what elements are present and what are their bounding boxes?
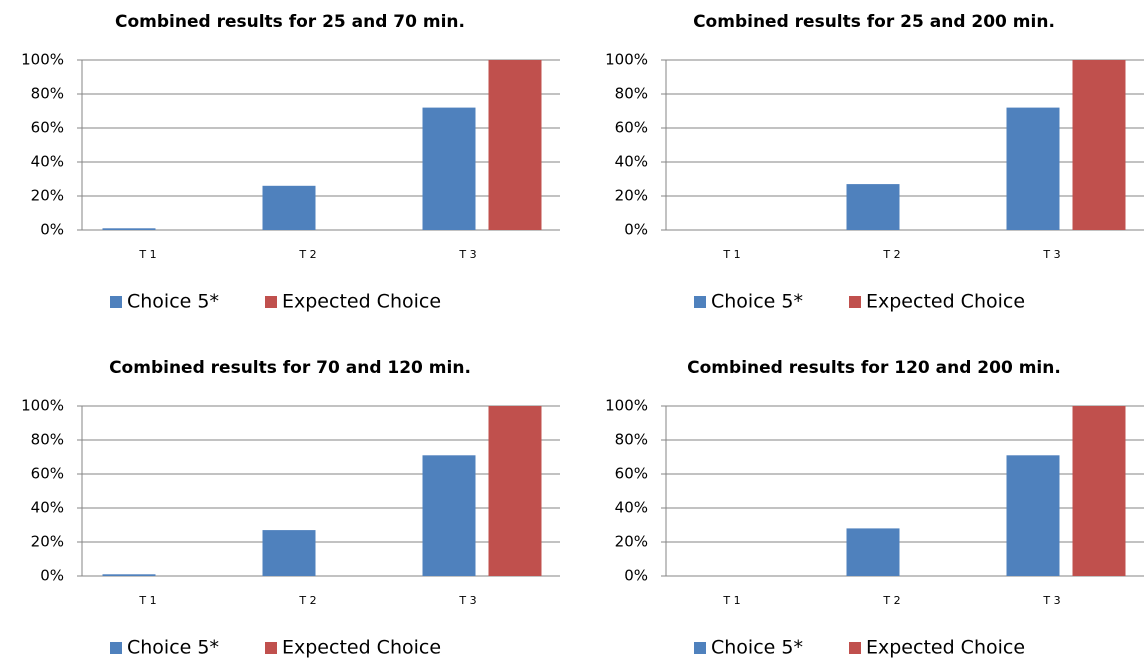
legend-swatch [265, 642, 277, 654]
bar [846, 528, 900, 576]
bar [102, 574, 156, 576]
y-tick-label: 20% [615, 187, 648, 205]
bar [1006, 455, 1060, 576]
bar [262, 530, 316, 576]
x-tick-label: T 2 [882, 594, 900, 607]
y-tick-label: 80% [615, 431, 648, 449]
y-tick-label: 80% [31, 85, 64, 103]
legend-label: Expected Choice [866, 637, 1025, 659]
y-tick-label: 0% [40, 567, 64, 585]
bar [422, 107, 476, 230]
y-tick-label: 20% [31, 533, 64, 551]
legend-label: Expected Choice [282, 291, 441, 313]
legend-label: Expected Choice [866, 291, 1025, 313]
legend-swatch [694, 642, 706, 654]
y-tick-label: 40% [31, 153, 64, 171]
chart: Combined results for 25 and 200 min. 0% 20… [605, 12, 1144, 313]
legend-swatch [110, 642, 122, 654]
bar [488, 60, 542, 230]
y-tick-label: 40% [615, 499, 648, 517]
y-tick-label: 60% [31, 119, 64, 137]
x-tick-label: T 2 [298, 594, 316, 607]
chart-title: Combined results for 70 and 120 min. [109, 358, 471, 378]
chart: Combined results for 70 and 120 min. 0% 20… [21, 358, 560, 659]
legend-label: Choice 5* [127, 637, 219, 659]
legend-label: Choice 5* [127, 291, 219, 313]
x-tick-label: T 1 [722, 594, 740, 607]
bar [1006, 107, 1060, 230]
legend-label: Expected Choice [282, 637, 441, 659]
y-tick-label: 20% [31, 187, 64, 205]
legend-swatch [849, 296, 861, 308]
y-tick-label: 60% [615, 465, 648, 483]
x-tick-label: T 1 [722, 248, 740, 261]
x-tick-label: T 3 [458, 594, 476, 607]
x-tick-label: T 2 [882, 248, 900, 261]
y-tick-label: 80% [615, 85, 648, 103]
bar [846, 184, 900, 230]
chart: Combined results for 25 and 70 min. 0% 20%… [21, 12, 560, 313]
legend-swatch [110, 296, 122, 308]
x-tick-label: T 3 [1042, 594, 1060, 607]
bar [262, 185, 316, 230]
y-tick-label: 80% [31, 431, 64, 449]
chart-title: Combined results for 120 and 200 min. [687, 358, 1061, 378]
chart-title: Combined results for 25 and 200 min. [693, 12, 1055, 32]
legend-label: Choice 5* [711, 637, 803, 659]
y-tick-label: 0% [624, 221, 648, 239]
bar [102, 228, 156, 230]
x-tick-label: T 3 [1042, 248, 1060, 261]
y-tick-label: 0% [624, 567, 648, 585]
y-tick-label: 100% [21, 51, 64, 69]
y-tick-label: 100% [605, 51, 648, 69]
x-tick-label: T 2 [298, 248, 316, 261]
y-tick-label: 20% [615, 533, 648, 551]
y-tick-label: 60% [31, 465, 64, 483]
bar [422, 455, 476, 576]
x-tick-label: T 1 [138, 248, 156, 261]
bar [1072, 406, 1126, 576]
legend-swatch [849, 642, 861, 654]
y-tick-label: 40% [615, 153, 648, 171]
chart: Combined results for 120 and 200 min. 0% 2… [605, 358, 1144, 659]
bar [488, 406, 542, 576]
y-tick-label: 100% [605, 397, 648, 415]
y-tick-label: 0% [40, 221, 64, 239]
legend-swatch [265, 296, 277, 308]
x-tick-label: T 3 [458, 248, 476, 261]
y-tick-label: 60% [615, 119, 648, 137]
y-tick-label: 100% [21, 397, 64, 415]
legend-swatch [694, 296, 706, 308]
legend-label: Choice 5* [711, 291, 803, 313]
bar [1072, 60, 1126, 230]
chart-title: Combined results for 25 and 70 min. [115, 12, 465, 32]
y-tick-label: 40% [31, 499, 64, 517]
x-tick-label: T 1 [138, 594, 156, 607]
